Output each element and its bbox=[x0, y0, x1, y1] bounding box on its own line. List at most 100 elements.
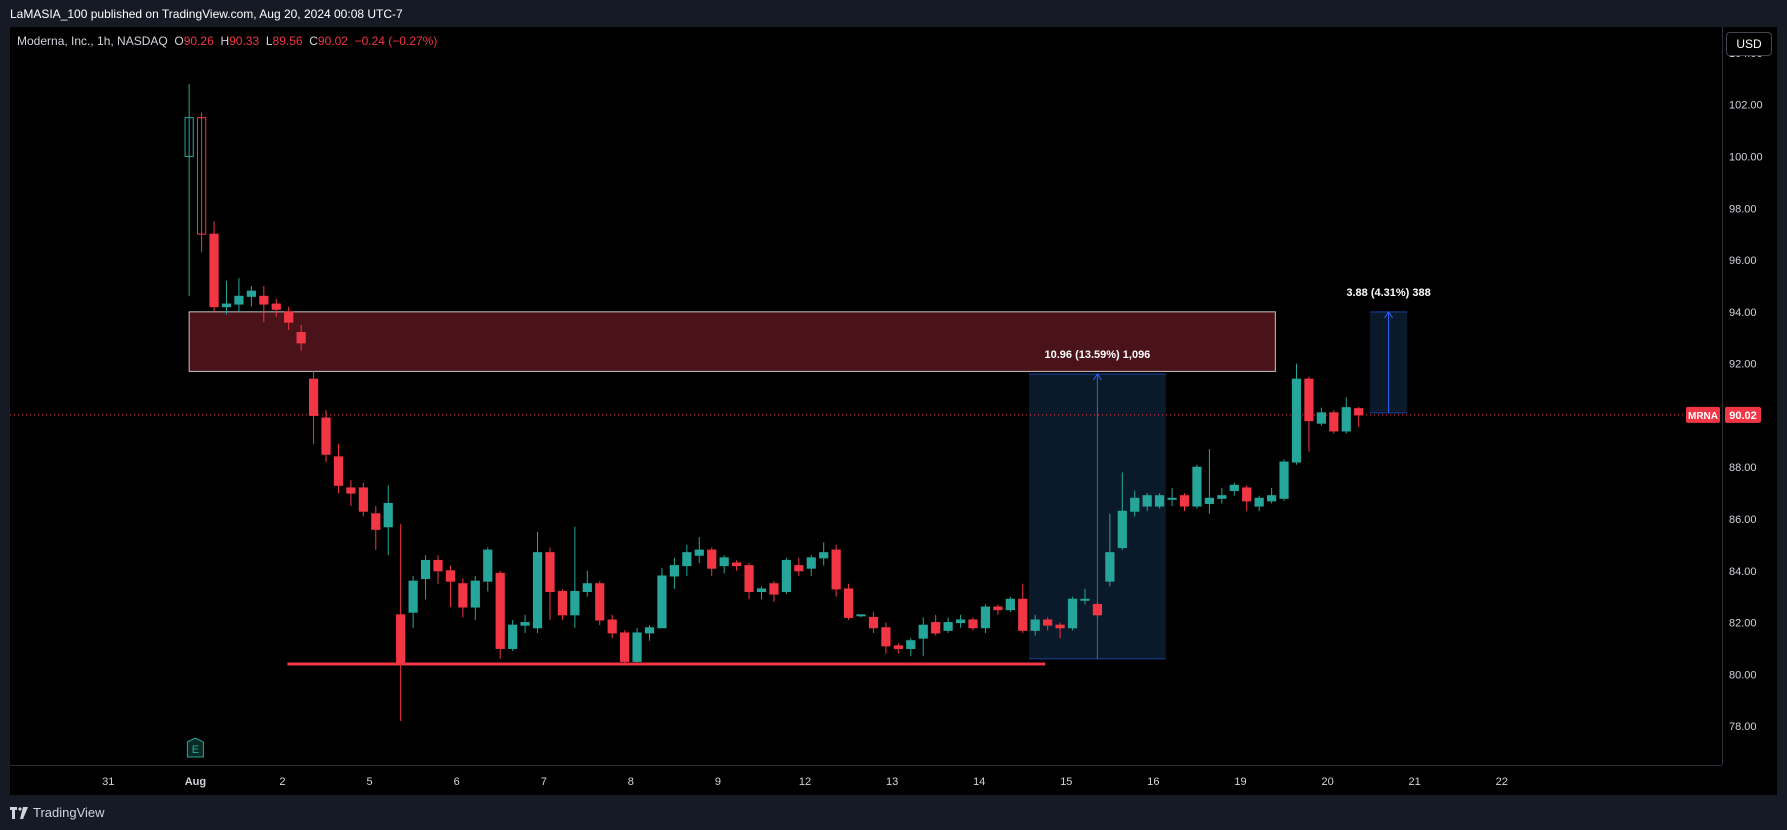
low-label: L bbox=[265, 34, 273, 48]
time-axis-labels: 31 Aug 2 5 6 7 8 9 12 13 14 15 16 19 20 21 22 bbox=[102, 776, 1508, 788]
price-axis-labels: 78.0080.0082.0084.0086.0088.0090.0092.00… bbox=[1725, 48, 1763, 733]
candle-body bbox=[632, 632, 642, 662]
candle-body bbox=[1266, 495, 1277, 502]
price-tick-label: 88.00 bbox=[1729, 462, 1757, 474]
time-tick-label: 16 bbox=[1147, 776, 1159, 788]
candle-body bbox=[445, 570, 456, 582]
published-text: LaMASIA_100 published on TradingView.com… bbox=[10, 7, 403, 21]
candle-body bbox=[881, 627, 891, 647]
resistance-zone bbox=[188, 311, 1276, 372]
chart-pane[interactable]: 10.96 (13.59%) 1,096 3.88 (4.31%) 388 E MRN… bbox=[10, 27, 1722, 765]
candle-body bbox=[1329, 412, 1339, 432]
chart-frame: 10.96 (13.59%) 1,096 3.88 (4.31%) 388 E MRN… bbox=[10, 27, 1777, 795]
candle-body bbox=[955, 619, 966, 624]
open-value: 90.26 bbox=[183, 34, 214, 48]
candle-body bbox=[1242, 487, 1252, 502]
candle-body bbox=[520, 622, 530, 626]
candle-body bbox=[1179, 495, 1190, 507]
price-tick-label: 92.00 bbox=[1729, 359, 1757, 371]
candle-body bbox=[1080, 598, 1090, 601]
candle-body bbox=[694, 549, 704, 556]
candle-body bbox=[893, 645, 903, 649]
high-label: H bbox=[220, 34, 230, 48]
ticker-tag-label: MRNA bbox=[1688, 411, 1718, 422]
candle-body bbox=[1117, 510, 1127, 548]
candle-body bbox=[707, 549, 717, 569]
price-tick-label: 78.00 bbox=[1729, 721, 1757, 733]
time-tick-label: 5 bbox=[367, 776, 373, 788]
candle-body bbox=[458, 583, 468, 608]
candle-body bbox=[246, 290, 256, 297]
candle-body bbox=[284, 311, 294, 323]
time-tick-label: 6 bbox=[454, 776, 460, 788]
earnings-event-marker: E bbox=[186, 737, 204, 758]
candle-body bbox=[1204, 497, 1215, 504]
candle-body bbox=[1092, 603, 1103, 616]
price-tick-label: 100.00 bbox=[1729, 151, 1763, 163]
price-tick-label: 86.00 bbox=[1729, 514, 1757, 526]
ticker-tag bbox=[1686, 406, 1720, 423]
candle-body bbox=[607, 619, 617, 634]
tradingview-logo[interactable]: TradingView bbox=[10, 805, 105, 820]
time-axis[interactable]: 31 Aug 2 5 6 7 8 9 12 13 14 15 16 19 20 21 22 bbox=[10, 765, 1722, 796]
price-range-measure-1-label: 10.96 (13.59%) 1,096 bbox=[1045, 349, 1151, 361]
last-price-value: 90.02 bbox=[1729, 410, 1757, 422]
time-tick-label: 8 bbox=[628, 776, 634, 788]
candle-body bbox=[196, 117, 207, 235]
candle-body bbox=[1291, 378, 1302, 463]
price-tick-label: 94.00 bbox=[1729, 307, 1757, 319]
price-range-measure-2-arrow-head bbox=[1384, 310, 1393, 319]
tradingview-logo-icon bbox=[10, 806, 28, 819]
candle-body bbox=[346, 487, 356, 494]
candle-body bbox=[259, 295, 269, 305]
publish-info-bar: LaMASIA_100 published on TradingView.com… bbox=[0, 0, 1787, 26]
last-price-tag bbox=[1725, 406, 1761, 423]
candle-body bbox=[657, 575, 667, 629]
candle-body bbox=[993, 606, 1003, 611]
candle-body bbox=[682, 552, 692, 567]
footer: TradingView bbox=[0, 796, 1787, 830]
currency-button[interactable]: USD bbox=[1726, 32, 1772, 56]
candle-body bbox=[968, 619, 978, 629]
candle-body bbox=[508, 624, 518, 649]
time-tick-label: Aug bbox=[185, 776, 206, 788]
candle-body bbox=[1279, 461, 1289, 499]
candle-body bbox=[1304, 378, 1314, 422]
symbol-title[interactable]: Moderna, Inc., 1h, NASDAQ bbox=[17, 34, 168, 48]
candle-body bbox=[184, 117, 194, 157]
change-value: −0.24 (−0.27%) bbox=[354, 34, 438, 48]
time-tick-label: 15 bbox=[1060, 776, 1072, 788]
candle-body bbox=[1005, 598, 1015, 611]
candle-body bbox=[1354, 408, 1364, 416]
price-tick-label: 84.00 bbox=[1729, 566, 1757, 578]
open-label: O bbox=[174, 34, 184, 48]
candlestick-chart[interactable]: 10.96 (13.59%) 1,096 3.88 (4.31%) 388 E MRN… bbox=[10, 27, 1722, 765]
candle-body bbox=[831, 549, 841, 590]
price-range-measure-1-arrow-head bbox=[1093, 373, 1102, 381]
close-label: C bbox=[309, 34, 318, 48]
candle-body bbox=[731, 562, 742, 567]
candle-body bbox=[719, 557, 729, 567]
event-marker-label: E bbox=[192, 744, 199, 756]
price-tick-label: 80.00 bbox=[1729, 669, 1757, 681]
candle-body bbox=[906, 640, 916, 649]
candle-body bbox=[819, 552, 829, 559]
candle-body bbox=[296, 332, 306, 344]
candle-body bbox=[1254, 497, 1264, 507]
candle-body bbox=[1030, 619, 1040, 631]
candle-body bbox=[582, 583, 592, 593]
candle-body bbox=[1217, 495, 1227, 499]
candle-body bbox=[943, 622, 953, 631]
candle-body bbox=[769, 583, 779, 595]
time-tick-label: 22 bbox=[1496, 776, 1508, 788]
candle-body bbox=[644, 627, 655, 634]
candle-body bbox=[1316, 412, 1326, 424]
candle-body bbox=[595, 583, 605, 621]
candle-body bbox=[918, 624, 928, 639]
time-tick-label: 14 bbox=[973, 776, 985, 788]
candle-body bbox=[1067, 598, 1078, 629]
close-value: 90.02 bbox=[317, 34, 348, 48]
candle-body bbox=[1142, 495, 1152, 507]
time-tick-label: 12 bbox=[799, 776, 811, 788]
price-axis[interactable]: 78.0080.0082.0084.0086.0088.0090.0092.00… bbox=[1722, 27, 1778, 765]
